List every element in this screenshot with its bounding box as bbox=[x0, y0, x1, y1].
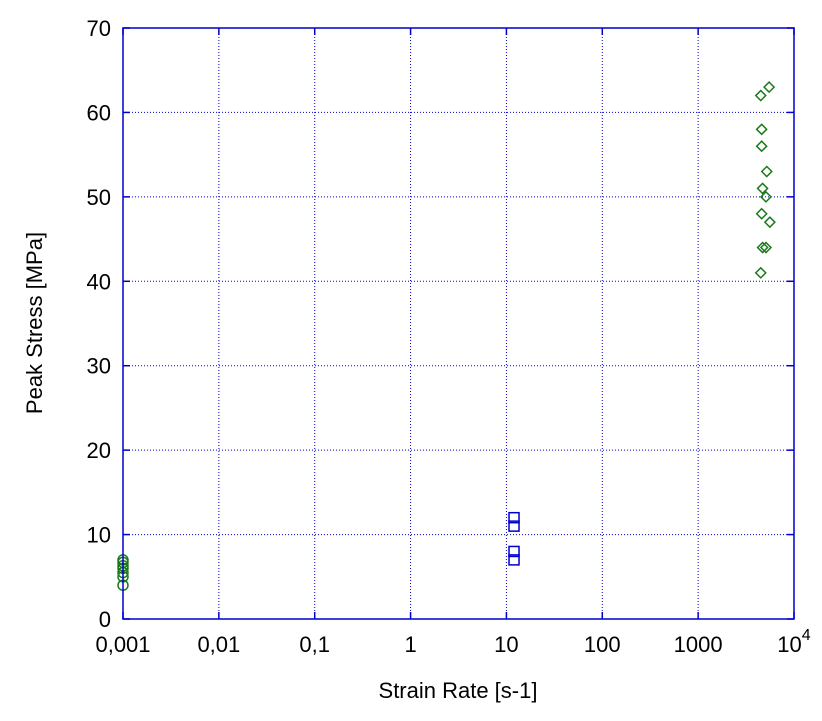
y-tick-labels: 0 10 20 30 40 50 60 70 bbox=[87, 16, 111, 632]
x-tick-label: 100 bbox=[584, 632, 621, 657]
data-point-square bbox=[508, 554, 520, 566]
data-point-diamond bbox=[759, 241, 773, 254]
x-tick-label: 1 bbox=[404, 632, 416, 657]
y-tick-label: 0 bbox=[99, 607, 111, 632]
data-point-diamond bbox=[755, 123, 768, 136]
data-point-square bbox=[508, 511, 520, 524]
grid bbox=[123, 28, 794, 619]
axis-ticks bbox=[122, 27, 795, 620]
data-point-square bbox=[508, 520, 520, 532]
data-point-diamond bbox=[754, 89, 767, 102]
data-point-diamond bbox=[763, 81, 776, 94]
y-axis-title: Peak Stress [MPa] bbox=[22, 232, 47, 414]
x-tick-label: 104 bbox=[777, 627, 810, 657]
y-tick-label: 60 bbox=[87, 100, 111, 125]
y-tick-label: 70 bbox=[87, 16, 111, 41]
data-point-diamond bbox=[754, 266, 767, 279]
x-tick-label: 10 bbox=[494, 632, 518, 657]
y-tick-label: 20 bbox=[87, 438, 111, 463]
x-axis-title: Strain Rate [s-1] bbox=[379, 678, 538, 703]
data-point-diamond bbox=[755, 207, 768, 220]
y-tick-label: 10 bbox=[87, 523, 111, 548]
x-tick-label: 1000 bbox=[674, 632, 723, 657]
y-tick-label: 50 bbox=[87, 185, 111, 210]
data-points bbox=[117, 81, 776, 591]
x-tick-exponent: 4 bbox=[802, 627, 811, 644]
data-point-diamond bbox=[756, 241, 769, 254]
plot-frame bbox=[122, 27, 795, 620]
x-tick-labels: 0,001 0,01 0,1 1 10 100 1000 104 bbox=[95, 627, 810, 657]
data-point-diamond bbox=[760, 165, 773, 178]
data-point-diamond bbox=[756, 182, 769, 195]
x-tick-label: 0,1 bbox=[299, 632, 330, 657]
data-point-diamond bbox=[763, 216, 776, 229]
y-tick-label: 40 bbox=[87, 269, 111, 294]
data-point-diamond bbox=[755, 140, 768, 153]
x-tick-label: 0,001 bbox=[95, 632, 150, 657]
data-point-diamond bbox=[759, 190, 773, 203]
x-tick-label: 0,01 bbox=[197, 632, 240, 657]
y-tick-label: 30 bbox=[87, 354, 111, 379]
data-point-square bbox=[508, 545, 520, 558]
